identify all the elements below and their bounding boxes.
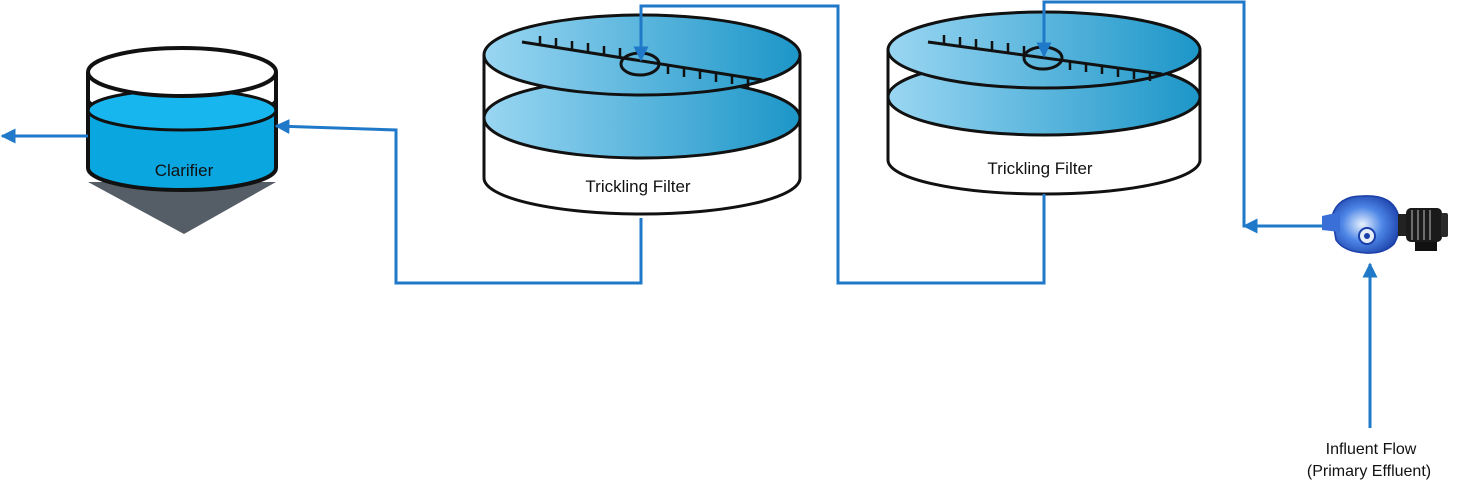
filter-1-nozzles (538, 36, 750, 87)
motor-fins (1411, 210, 1431, 240)
clarifier-label: Clarifier (155, 161, 214, 180)
pump-shaft (1364, 233, 1370, 239)
influent-flow-sublabel: (Primary Effluent) (1307, 463, 1431, 480)
pump-discharge (1322, 212, 1340, 232)
filter-1-media-walls (482, 55, 802, 118)
arrow-icon-filter-2-to-filter-1 (633, 4, 1046, 285)
clarifier-rim-walls (86, 72, 278, 110)
filter-2-distributor-arm (927, 40, 1163, 76)
influent-flow-label: Influent Flow (1326, 441, 1417, 458)
clarifier: Clarifier (86, 46, 278, 234)
filter-2-label: Trickling Filter (987, 159, 1092, 178)
flow-piping (0, 0, 1378, 428)
motor-icon (1398, 208, 1448, 251)
motor-endcap (1441, 213, 1448, 237)
clarifier-top-rim (86, 46, 278, 98)
pump-icon (1322, 195, 1401, 254)
trickling-filter-2: Trickling Filter (886, 10, 1202, 196)
motor-foot (1415, 242, 1437, 251)
arrow-icon-filter-1-to-clarifier (274, 118, 643, 285)
filter-2-media-walls (886, 50, 1202, 97)
filter-1-label: Trickling Filter (585, 177, 690, 196)
sludge-cone (88, 182, 276, 234)
motor-coupling (1398, 214, 1408, 236)
